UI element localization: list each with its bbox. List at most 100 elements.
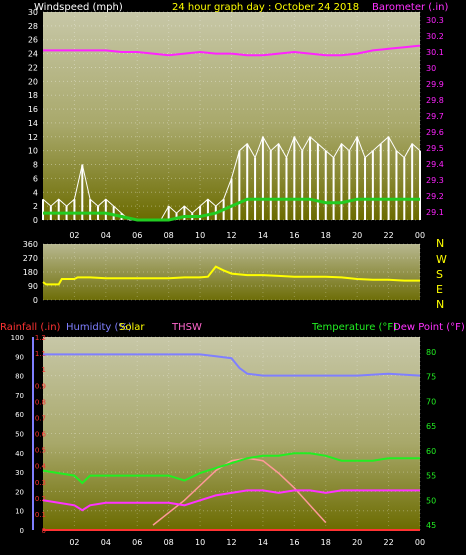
barometer-tick-label: 30 [426,64,436,73]
temperature-tick-label: 55 [426,472,436,481]
rainfall-tick-label: 0.1 [35,511,46,519]
rainfall-tick-label: 1.2 [35,334,46,342]
compass-n-top: N [436,237,444,250]
windspeed-tick-label: 28 [28,22,38,31]
humidity-tick-label: 20 [15,488,24,496]
barometer-tick-label: 29.7 [426,112,444,121]
thsw-axis-label: THSW [171,322,202,333]
temperature-tick-label: 65 [426,422,436,431]
windspeed-tick-label: 30 [28,8,38,17]
barometer-tick-label: 29.2 [426,192,444,201]
wind-direction-panel: 0 90 180 270 360 N W S E N [23,237,447,311]
humidity-tick-label: 90 [15,353,24,361]
hour-tick-label: 06 [132,231,142,240]
windspeed-tick-label: 26 [28,36,38,45]
hour-tick-label: 14 [258,231,268,240]
direction-series [42,265,420,286]
direction-tick-label: 270 [23,254,38,263]
humidity-tick-label: 0 [20,527,24,535]
rainfall-axis-label: Rainfall (.in) [0,322,61,333]
compass-w: W [436,253,447,266]
temperature-tick-label: 45 [426,521,436,530]
hour-tick-label-bottom: 22 [383,538,393,547]
humidity-tick-label: 40 [15,450,24,458]
rainfall-tick-label: 0.6 [35,431,47,439]
windspeed-tick-label: 10 [28,147,38,156]
direction-plot-grid [43,243,421,301]
hour-tick-label: 10 [195,231,205,240]
temp-plot-area [43,337,420,530]
hour-ticks: 02 04 06 08 10 12 14 16 18 20 22 00 [69,231,425,240]
dewpoint-axis-label: Dew Point (°F) [393,322,465,333]
hour-tick-label-bottom: 08 [164,538,174,547]
humidity-tick-label: 30 [15,469,24,477]
temperature-tick-label: 80 [426,348,436,357]
hour-tick-label-bottom: 10 [195,538,205,547]
direction-tick-label: 180 [23,268,38,277]
direction-plot-area [43,244,420,300]
humidity-line [43,353,421,377]
rainfall-tick-label: 0.4 [35,463,47,471]
barometer-line [43,44,421,57]
hour-tick-label: 08 [164,231,174,240]
barometer-tick-label: 29.6 [426,128,444,137]
rainfall-tick-label: 0.2 [35,495,46,503]
hour-tick-label: 00 [415,231,425,240]
windspeed-tick-label: 12 [28,133,38,142]
windspeed-gust-line [42,135,421,221]
rainfall-tick-label: 0.9 [35,382,46,390]
barometer-tick-label: 29.8 [426,96,444,105]
hour-tick-label: 18 [321,231,331,240]
hour-tick-label: 16 [289,231,299,240]
barometer-tick-label: 30.2 [426,32,444,41]
temperature-ticks: 45 50 55 60 65 70 75 80 [426,348,436,530]
temperature-tick-label: 75 [426,373,436,382]
humidity-ticks: 0 10 20 30 40 50 60 70 80 90 100 [11,334,24,535]
rainfall-tick-label: 1.1 [35,350,46,358]
wind-series [42,44,421,222]
hour-tick-label: 20 [352,231,362,240]
windspeed-tick-label: 2 [33,202,38,211]
solar-axis-label: Solar [119,322,145,333]
temperature-tick-label: 60 [426,447,436,456]
windspeed-tick-label: 6 [33,174,38,183]
hour-tick-label-bottom: 00 [415,538,425,547]
windspeed-tick-label: 20 [28,77,38,86]
rainfall-tick-label: 0.3 [35,479,46,487]
rainfall-ticks: 00.10.20.30.40.50.60.70.80.911.11.2 [35,334,47,535]
hour-tick-label: 12 [226,231,236,240]
humidity-tick-label: 100 [11,334,24,342]
direction-ticks: 0 90 180 270 360 [23,240,38,305]
chart-title: 24 hour graph day : October 24 2018 [172,2,359,13]
barometer-tick-label: 29.9 [426,80,444,89]
hour-tick-label-bottom: 02 [69,538,79,547]
compass-e: E [436,283,443,296]
hour-tick-label-bottom: 06 [132,538,142,547]
humidity-tick-label: 80 [15,373,24,381]
rainfall-tick-label: 1 [42,366,46,374]
hour-tick-label-bottom: 16 [289,538,299,547]
barometer-tick-label: 29.5 [426,144,444,153]
windspeed-tick-label: 8 [33,161,38,170]
barometer-tick-label: 30.1 [426,48,444,57]
rainfall-tick-label: 0.8 [35,398,46,406]
barometer-tick-label: 29.1 [426,208,444,217]
compass-n-bottom: N [436,298,444,311]
hour-tick-label: 04 [101,231,111,240]
hour-ticks-bottom: 02 04 06 08 10 12 14 16 18 20 22 00 [69,538,425,547]
hour-tick-label-bottom: 14 [258,538,268,547]
temperature-tick-label: 50 [426,496,436,505]
direction-tick-label: 0 [33,296,38,305]
rainfall-tick-label: 0.5 [35,447,46,455]
humidity-tick-label: 10 [15,508,24,516]
hour-tick-label-bottom: 04 [101,538,111,547]
barometer-ticks: 29.1 29.2 29.3 29.4 29.5 29.6 29.7 29.8 29.9 30 30… [426,16,444,217]
temperature-line [42,452,420,485]
compass-s: S [436,268,443,281]
hour-tick-label-bottom: 12 [226,538,236,547]
humidity-tick-label: 50 [15,431,24,439]
hour-tick-label: 02 [69,231,79,240]
